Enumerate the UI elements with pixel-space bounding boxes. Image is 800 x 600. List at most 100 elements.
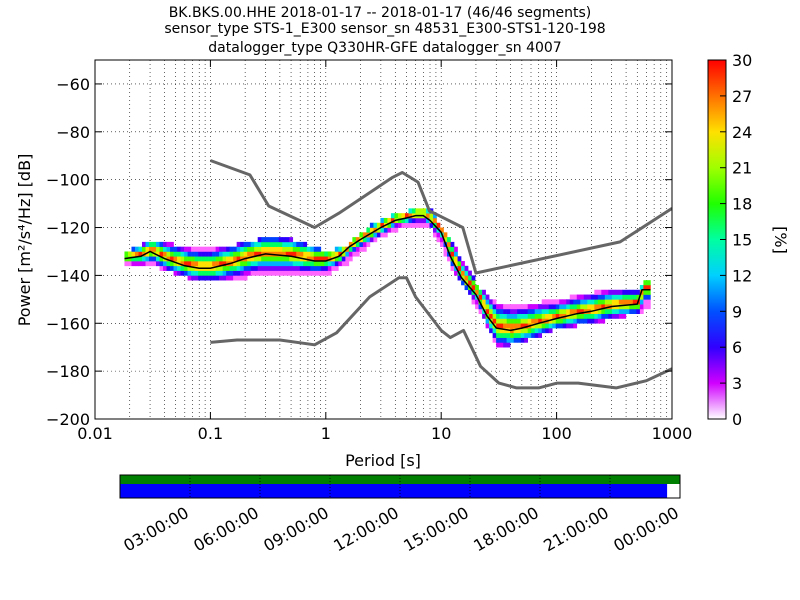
psd-cell — [198, 246, 202, 252]
colorbar-tick-label: 12 — [732, 266, 752, 285]
psd-cell — [457, 256, 462, 262]
psd-cell — [436, 222, 441, 228]
psd-cell — [275, 237, 280, 243]
psd-cell — [541, 323, 546, 329]
psd-cell — [629, 304, 634, 310]
psd-cell — [587, 294, 592, 300]
psd-cell — [289, 270, 294, 276]
psd-cell — [250, 261, 255, 267]
psd-cell — [622, 289, 627, 295]
psd-cell — [632, 299, 637, 305]
psd-cell — [177, 246, 181, 252]
psd-cell — [503, 342, 507, 348]
psd-cell — [212, 261, 216, 267]
psd-cell — [180, 265, 185, 271]
psd-cell — [576, 308, 581, 314]
psd-cell — [177, 270, 181, 276]
psd-cell — [166, 261, 171, 267]
psd-cell — [250, 256, 255, 262]
chart-title-line2: sensor_type STS-1_E300 sensor_sn 48531_E… — [164, 21, 605, 37]
psd-cell — [454, 261, 458, 267]
psd-cell — [366, 241, 371, 247]
psd-cell — [348, 256, 353, 262]
psd-cell — [261, 270, 266, 276]
colorbar-tick-label: 21 — [732, 159, 752, 178]
time-tick-label: 06:00:00 — [190, 503, 262, 555]
psd-cell — [271, 237, 276, 243]
psd-cell — [191, 251, 195, 257]
psd-cell — [576, 313, 581, 319]
psd-cell — [418, 208, 423, 214]
psd-cell — [524, 318, 528, 324]
psd-cell — [296, 261, 301, 267]
psd-cell — [520, 323, 525, 329]
x-axis-label: Period [s] — [345, 451, 421, 470]
psd-cell — [131, 246, 136, 252]
psd-cell — [187, 270, 192, 276]
psd-cell — [292, 241, 297, 247]
psd-cell — [310, 265, 315, 271]
psd-cell — [208, 261, 213, 267]
psd-cell — [317, 261, 322, 267]
psd-cell — [545, 299, 550, 305]
psd-cell — [538, 323, 543, 329]
psd-cell — [538, 318, 543, 324]
psd-cell — [632, 289, 637, 295]
psd-cell — [226, 270, 230, 276]
psd-cell — [576, 318, 581, 324]
psd-cell — [594, 294, 599, 300]
psd-cell — [629, 294, 634, 300]
psd-cell — [198, 270, 202, 276]
psd-cell — [569, 313, 574, 319]
colorbar-tick-label: 27 — [732, 87, 752, 106]
psd-cell — [149, 246, 153, 252]
psd-cell — [317, 246, 322, 252]
psd-cell — [296, 256, 301, 262]
psd-cell — [205, 251, 209, 257]
psd-cell — [215, 265, 220, 271]
psd-cell — [219, 246, 223, 252]
chart-title-line3: datalogger_type Q330HR-GFE datalogger_sn… — [208, 40, 561, 56]
psd-cell — [464, 265, 469, 271]
psd-cell — [149, 261, 153, 267]
psd-cell — [268, 237, 273, 243]
psd-cell — [219, 256, 223, 262]
psd-cell — [482, 304, 486, 310]
psd-cell — [310, 246, 315, 252]
psd-cell — [264, 246, 269, 252]
colorbar-label: [%] — [771, 226, 790, 254]
psd-cell — [625, 308, 630, 314]
psd-cell — [545, 308, 550, 314]
psd-cell — [555, 313, 560, 319]
psd-cell — [177, 265, 181, 271]
psd-cell — [320, 251, 325, 257]
psd-cell — [468, 275, 472, 281]
psd-cell — [177, 251, 181, 257]
y-tick-label: −80 — [56, 123, 90, 142]
psd-cell — [191, 246, 195, 252]
psd-cell — [555, 323, 560, 329]
psd-cell — [454, 256, 458, 262]
psd-cell — [331, 265, 336, 271]
psd-cell — [433, 217, 437, 224]
psd-cell — [233, 275, 237, 281]
psd-cell — [520, 318, 525, 324]
psd-cell — [499, 318, 504, 324]
x-tick-label: 0.1 — [198, 424, 223, 443]
psd-cell — [341, 261, 346, 267]
psd-cell — [559, 313, 564, 319]
psd-cell — [492, 299, 497, 305]
psd-cell — [156, 261, 160, 267]
psd-cell — [334, 256, 339, 262]
psd-cell — [285, 261, 290, 267]
psd-cell — [131, 251, 136, 257]
psd-cell — [268, 256, 273, 262]
psd-cell — [636, 308, 641, 314]
psd-cell — [236, 256, 241, 262]
psd-cell — [352, 251, 357, 257]
psd-cell — [215, 270, 220, 276]
psd-cell — [411, 208, 416, 214]
psd-cell — [524, 304, 528, 310]
psd-cell — [527, 328, 532, 334]
psd-cell — [208, 275, 213, 281]
